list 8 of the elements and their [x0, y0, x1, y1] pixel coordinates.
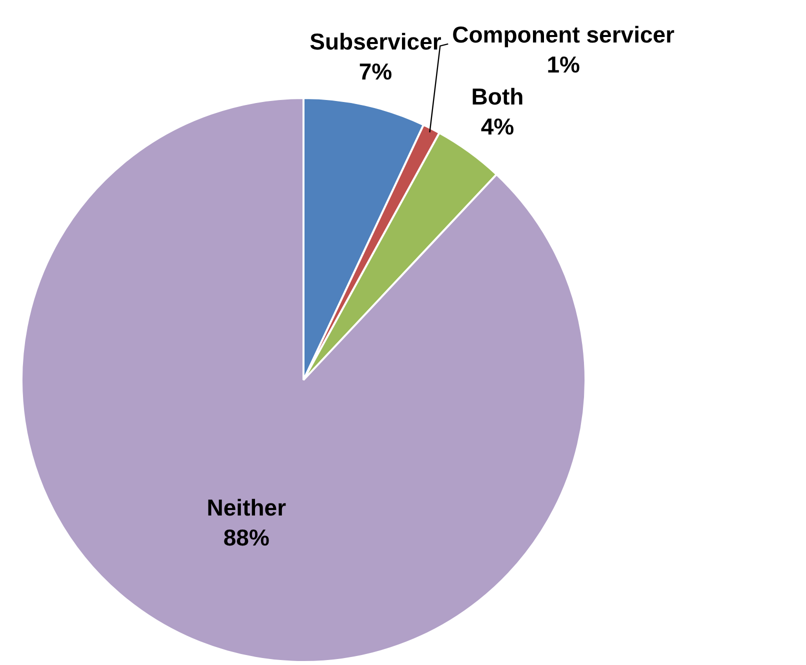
data-label: 1% [546, 51, 580, 78]
slice-label: Neither [206, 494, 286, 521]
slice-label: Component servicer [452, 21, 675, 48]
data-label: 7% [358, 58, 392, 84]
data-label: 88% [223, 524, 270, 551]
slice-label: Both [471, 83, 524, 110]
data-label: 4% [480, 113, 514, 140]
slice-label: Subservicer [310, 28, 442, 54]
